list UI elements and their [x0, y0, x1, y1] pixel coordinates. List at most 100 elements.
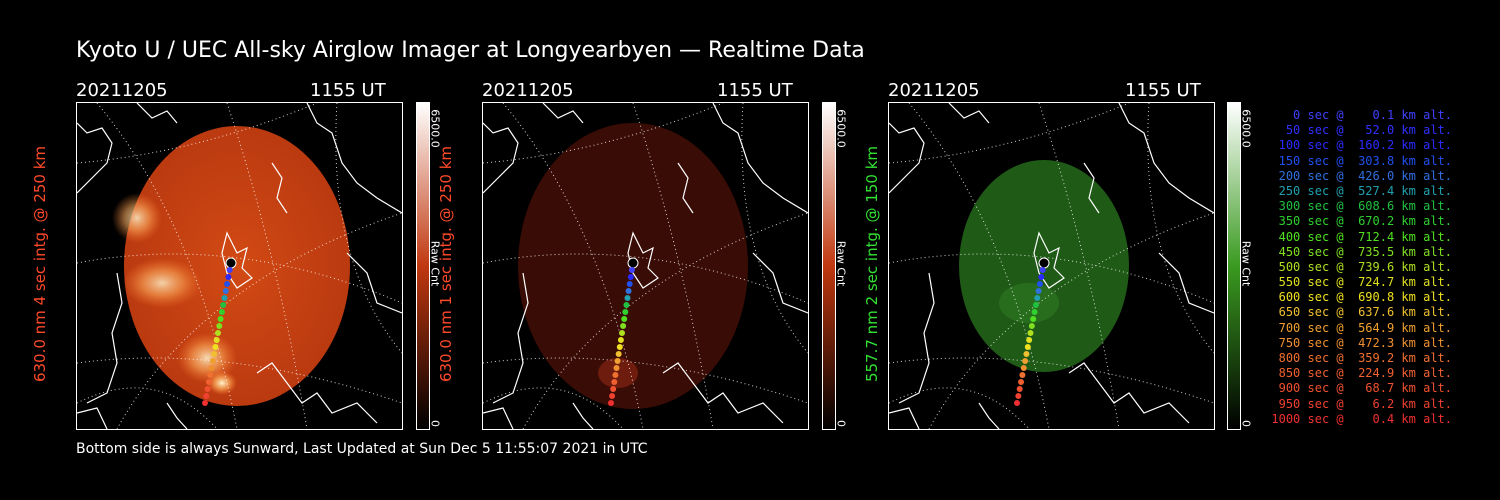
- track-point: [624, 295, 631, 301]
- legend-row: 950 sec @ 6.2 km alt.: [1271, 396, 1452, 411]
- track-point: [1030, 316, 1037, 322]
- track-point: [217, 316, 224, 322]
- track-point: [609, 393, 616, 399]
- satellite-track: [608, 257, 639, 406]
- track-point: [205, 379, 212, 385]
- colorbar-1: [416, 102, 430, 430]
- track-point: [613, 365, 620, 371]
- track-point: [622, 309, 629, 315]
- panel-2-ylabel: 630.0 nm 1 sec intg. @ 250 km: [437, 145, 455, 383]
- satellite-track: [1014, 257, 1050, 406]
- colorbar-3: [1227, 102, 1241, 430]
- track-point: [1038, 257, 1050, 269]
- track-point: [1014, 400, 1020, 406]
- track-point: [207, 372, 214, 378]
- track-point: [1039, 267, 1046, 273]
- legend-row: 900 sec @ 68.7 km alt.: [1271, 381, 1452, 396]
- track-point: [628, 267, 635, 273]
- panel-1-time: 1155 UT: [310, 80, 386, 101]
- track-point: [616, 344, 623, 350]
- track-point: [1024, 344, 1031, 350]
- panel-3-date: 20211205: [888, 80, 980, 101]
- legend-row: 350 sec @ 670.2 km alt.: [1271, 214, 1452, 229]
- track-point: [1023, 351, 1030, 357]
- legend-row: 800 sec @ 359.2 km alt.: [1271, 351, 1452, 365]
- colorbar-3-min: 0: [1239, 420, 1253, 427]
- track-point: [213, 337, 220, 343]
- legend-row: 550 sec @ 724.7 km alt.: [1271, 275, 1452, 290]
- track-point: [608, 400, 614, 406]
- track-point: [620, 323, 627, 329]
- track-point: [1015, 393, 1022, 399]
- track-point: [627, 274, 634, 280]
- track-point: [225, 274, 232, 280]
- legend-row: 750 sec @ 472.3 km alt.: [1271, 335, 1452, 350]
- legend-row: 200 sec @ 426.0 km alt.: [1271, 168, 1452, 183]
- track-point: [625, 288, 632, 294]
- track-point: [1038, 274, 1045, 280]
- panel-3-ylabel: 557.7 nm 2 sec intg. @ 150 km: [863, 145, 881, 383]
- track-point: [1031, 309, 1038, 315]
- track-point: [221, 295, 228, 301]
- legend-row: 100 sec @ 160.2 km alt.: [1271, 138, 1452, 153]
- legend-row: 0 sec @ 0.1 km alt.: [1271, 108, 1452, 122]
- track-point: [1032, 302, 1039, 308]
- track-point: [211, 351, 218, 357]
- track-point: [1036, 281, 1043, 287]
- legend-row: 50 sec @ 52.0 km alt.: [1271, 123, 1452, 138]
- track-point: [222, 288, 229, 294]
- legend-row: 700 sec @ 564.9 km alt.: [1271, 320, 1452, 335]
- track-point: [621, 316, 628, 322]
- track-point: [615, 351, 622, 357]
- track-point: [1022, 358, 1029, 364]
- track-point: [209, 358, 216, 364]
- track-point: [218, 309, 225, 315]
- legend-row: 150 sec @ 303.8 km alt.: [1271, 153, 1452, 168]
- panel-1-ylabel: 630.0 nm 4 sec intg. @ 250 km: [31, 145, 49, 383]
- track-point: [1020, 365, 1027, 371]
- legend-row: 300 sec @ 608.6 km alt.: [1271, 199, 1452, 214]
- legend-row: 650 sec @ 637.6 km alt.: [1271, 305, 1452, 320]
- track-point: [215, 330, 221, 336]
- track-point: [1018, 379, 1025, 385]
- track-point: [225, 257, 237, 269]
- colorbar-2-min: 0: [834, 420, 848, 427]
- legend-row: 600 sec @ 690.8 km alt.: [1271, 290, 1452, 305]
- track-legend: 0 sec @ 0.1 km alt. 50 sec @ 52.0 km alt…: [1262, 108, 1452, 427]
- track-point: [1034, 295, 1041, 301]
- track-point: [216, 323, 223, 329]
- legend-row: 500 sec @ 739.6 km alt.: [1271, 259, 1452, 274]
- panel-2-date: 20211205: [482, 80, 574, 101]
- panel-1-date: 20211205: [76, 80, 168, 101]
- track-point: [627, 257, 639, 269]
- track-point: [626, 281, 633, 287]
- panel-3-time: 1155 UT: [1125, 80, 1201, 101]
- track-point: [203, 393, 210, 399]
- colorbar-3-max: 6500.0: [1239, 109, 1253, 148]
- track-point: [1019, 372, 1026, 378]
- track-point: [614, 358, 621, 364]
- track-point: [619, 330, 625, 336]
- track-point: [208, 365, 215, 371]
- satellite-track: [202, 257, 237, 406]
- track-point: [220, 302, 227, 308]
- sky-ellipse: [124, 126, 350, 406]
- track-point: [212, 344, 219, 350]
- colorbar-3-unit: Raw Cnt: [1239, 240, 1253, 287]
- track-point: [1026, 337, 1033, 343]
- track-point: [612, 372, 619, 378]
- legend-row: 1000 sec @ 0.4 km alt.: [1271, 411, 1452, 426]
- page-title: Kyoto U / UEC All-sky Airglow Imager at …: [76, 38, 865, 63]
- track-point: [623, 302, 630, 308]
- track-point: [1028, 323, 1035, 329]
- track-point: [617, 337, 624, 343]
- track-point: [611, 379, 618, 385]
- track-point: [202, 400, 208, 406]
- colorbar-2-max: 6500.0: [834, 109, 848, 148]
- colorbar-2: [822, 102, 836, 430]
- legend-row: 450 sec @ 735.5 km alt.: [1271, 244, 1452, 259]
- legend-row: 250 sec @ 527.4 km alt.: [1271, 183, 1452, 198]
- track-point: [226, 267, 233, 273]
- colorbar-2-unit: Raw Cnt: [834, 240, 848, 287]
- track-point: [224, 281, 231, 287]
